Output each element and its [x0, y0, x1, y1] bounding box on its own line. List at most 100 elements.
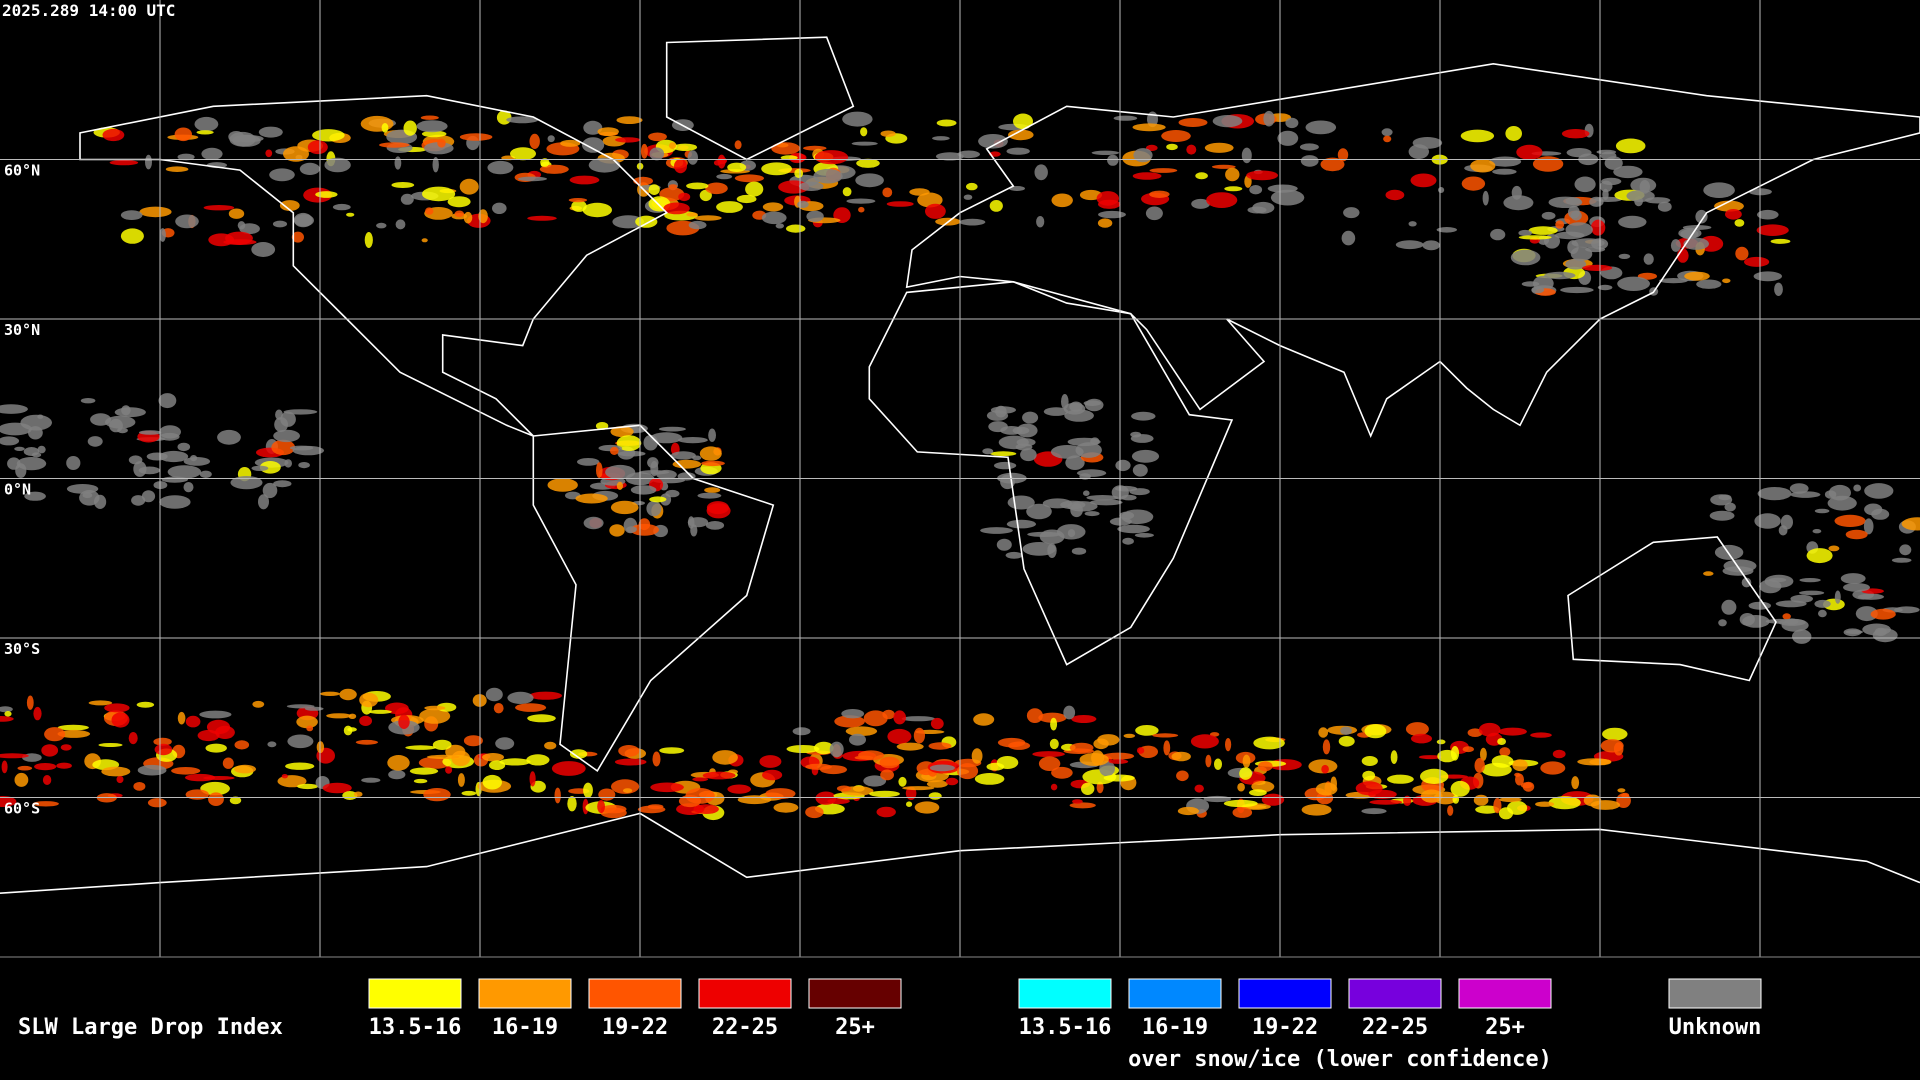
- legend-swatch: [1458, 978, 1552, 1009]
- cloud-patch: [686, 212, 698, 217]
- cloud-patch: [569, 175, 600, 185]
- cloud-patch: [1535, 801, 1555, 807]
- cloud-patch: [994, 461, 1017, 470]
- cloud-patch: [1754, 513, 1781, 529]
- cloud-patch: [147, 798, 167, 808]
- cloud-patch: [322, 782, 352, 794]
- cloud-patch: [1855, 606, 1878, 622]
- cloud-patch: [1792, 629, 1812, 644]
- cloud-patch: [381, 123, 389, 133]
- cloud-patch: [421, 238, 428, 243]
- cloud-patch: [708, 428, 716, 442]
- cloud-patch: [57, 729, 91, 738]
- cloud-patch: [1725, 209, 1742, 220]
- cloud-patch: [1724, 502, 1736, 512]
- cloud-patch: [704, 487, 721, 493]
- cloud-patch: [1473, 794, 1489, 806]
- legend-swatch: [808, 978, 902, 1009]
- cloud-patch: [228, 208, 245, 219]
- cloud-patch: [1759, 579, 1782, 594]
- cloud-patch: [424, 142, 454, 155]
- cloud-patch: [529, 133, 540, 149]
- cloud-patch: [841, 709, 865, 719]
- cloud-patch: [1084, 398, 1104, 412]
- cloud-patch: [612, 215, 644, 229]
- cloud-patch: [716, 201, 743, 213]
- cloud-patch: [111, 712, 130, 728]
- cloud-patch: [1718, 619, 1727, 627]
- cloud-patch: [1152, 733, 1179, 738]
- cloud-patch: [577, 458, 600, 466]
- cloud-patch: [971, 748, 983, 764]
- cloud-patch: [395, 219, 406, 230]
- cloud-patch: [229, 131, 256, 147]
- latitude-label: 30°N: [4, 321, 40, 339]
- cloud-patch: [306, 725, 314, 732]
- cloud-patch: [1249, 185, 1263, 195]
- cloud-patch: [1132, 172, 1162, 180]
- cloud-patch: [1782, 613, 1791, 620]
- cloud-patch: [286, 704, 315, 709]
- cloud-patch: [1541, 211, 1556, 220]
- cloud-patch: [324, 157, 351, 173]
- cloud-patch: [1130, 434, 1154, 443]
- cloud-patch: [529, 691, 562, 700]
- cloud-patch: [1315, 782, 1338, 796]
- cloud-patch: [1322, 739, 1331, 755]
- cloud-patch: [1119, 511, 1135, 520]
- cloud-patch: [1780, 514, 1793, 530]
- cloud-patch: [1480, 747, 1487, 761]
- cloud-patch: [1596, 149, 1617, 155]
- cloud-patch: [0, 796, 17, 807]
- cloud-patch: [131, 495, 146, 506]
- cloud-patch: [117, 427, 128, 434]
- cloud-patch: [734, 140, 742, 150]
- cloud-patch: [762, 769, 783, 781]
- cloud-patch: [1069, 802, 1096, 809]
- cloud-patch: [697, 492, 722, 499]
- cloud-patch: [598, 788, 616, 801]
- cloud-patch: [1009, 186, 1025, 191]
- cloud-patch: [643, 434, 658, 451]
- cloud-patch: [312, 129, 345, 142]
- cloud-patch: [1149, 190, 1170, 198]
- cloud-patch: [1299, 143, 1319, 151]
- cloud-patch: [1478, 722, 1501, 737]
- cloud-patch: [271, 439, 296, 456]
- cloud-patch: [935, 152, 964, 161]
- cloud-patch: [463, 211, 473, 224]
- cloud-patch: [229, 796, 242, 805]
- cloud-patch: [1146, 144, 1158, 151]
- cloud-patch: [26, 695, 34, 710]
- cloud-patch: [177, 442, 191, 452]
- cloud-patch: [1789, 483, 1809, 494]
- cloud-patch: [649, 147, 665, 161]
- cloud-patch: [913, 727, 926, 744]
- cloud-patch: [869, 790, 900, 798]
- cloud-patch: [485, 687, 503, 702]
- cloud-patch: [459, 178, 479, 195]
- cloud-patch: [1203, 795, 1232, 803]
- cloud-patch: [692, 777, 709, 782]
- cloud-patch: [1834, 514, 1866, 528]
- cloud-patch: [391, 182, 415, 188]
- cloud-patch: [1498, 807, 1514, 820]
- cloud-patch: [1840, 573, 1866, 584]
- cloud-patch: [234, 764, 256, 774]
- cloud-patch: [493, 703, 504, 714]
- cloud-patch: [265, 149, 273, 158]
- cloud-patch: [104, 703, 130, 713]
- cloud-patch: [673, 143, 698, 151]
- cloud-patch: [1408, 221, 1417, 227]
- cloud-patch: [1109, 517, 1132, 526]
- cloud-patch: [1270, 189, 1305, 206]
- cloud-patch: [863, 775, 887, 787]
- cloud-patch: [858, 750, 885, 761]
- cloud-patch: [1703, 571, 1714, 576]
- cloud-patch: [1540, 761, 1566, 775]
- legend-swatch: [1348, 978, 1442, 1009]
- cloud-patch: [1528, 226, 1558, 235]
- cloud-patch: [32, 801, 59, 807]
- cloud-patch: [771, 142, 800, 155]
- cloud-patch: [347, 727, 357, 732]
